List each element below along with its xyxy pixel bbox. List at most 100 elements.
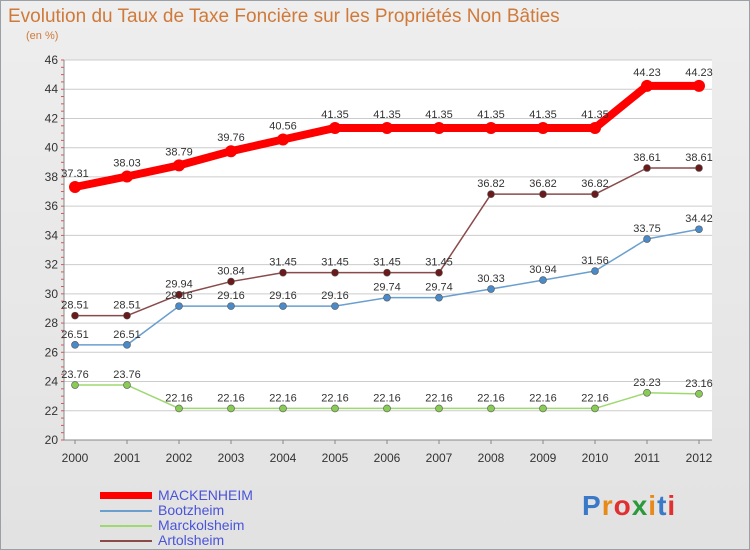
legend-label: Bootzheim xyxy=(158,502,225,518)
x-tick-label: 2004 xyxy=(270,451,297,465)
data-point xyxy=(383,293,391,302)
x-tick-label: 2009 xyxy=(530,451,557,465)
data-point xyxy=(695,225,703,234)
data-label: 41.35 xyxy=(477,109,505,121)
data-label: 36.82 xyxy=(581,178,609,190)
data-label: 28.51 xyxy=(61,300,89,312)
x-tick-label: 2008 xyxy=(478,451,505,465)
data-point xyxy=(331,268,339,277)
legend-item: Marckolsheim xyxy=(100,518,253,533)
chart-title: Evolution du Taux de Taxe Foncière sur l… xyxy=(8,6,560,27)
data-label: 41.35 xyxy=(373,109,401,121)
data-point xyxy=(537,121,549,134)
data-point xyxy=(383,268,391,277)
legend-swatch xyxy=(100,509,152,512)
data-point xyxy=(227,277,235,286)
data-label: 30.84 xyxy=(217,266,245,278)
data-point xyxy=(225,145,237,158)
data-point xyxy=(329,121,341,134)
logo-letter: o xyxy=(613,490,632,521)
data-point xyxy=(433,121,445,134)
data-point xyxy=(279,268,287,277)
y-tick-label: 40 xyxy=(45,141,59,155)
data-point xyxy=(381,121,393,134)
data-point xyxy=(643,164,651,172)
data-label: 41.35 xyxy=(581,109,609,121)
data-label: 44.23 xyxy=(633,67,661,79)
data-label: 22.16 xyxy=(529,392,557,404)
legend-item: Artolsheim xyxy=(100,533,253,548)
data-point xyxy=(435,293,443,302)
data-label: 23.76 xyxy=(61,369,89,381)
series-markers xyxy=(69,79,705,413)
data-label: 38.61 xyxy=(633,152,661,164)
data-point xyxy=(279,404,287,413)
y-tick-label: 38 xyxy=(45,170,59,184)
x-tick-label: 2001 xyxy=(114,451,141,465)
legend-label: Marckolsheim xyxy=(158,517,245,533)
data-label: 40.56 xyxy=(269,121,297,133)
data-point xyxy=(123,341,131,349)
y-tick-label: 24 xyxy=(45,375,59,389)
legend-swatch xyxy=(100,539,152,542)
data-point xyxy=(71,311,79,320)
x-tick-label: 2012 xyxy=(686,451,713,465)
data-point xyxy=(539,276,547,284)
data-label: 34.42 xyxy=(685,213,713,225)
data-label: 31.45 xyxy=(373,257,401,269)
data-label: 23.23 xyxy=(633,377,661,389)
x-tick-label: 2011 xyxy=(634,451,660,465)
chart-subtitle: (en %) xyxy=(26,30,59,42)
data-label: 31.56 xyxy=(581,255,609,267)
data-point xyxy=(227,404,235,413)
logo-letter: i xyxy=(667,490,677,521)
legend-swatch xyxy=(100,524,152,527)
logo-letter: P xyxy=(582,490,602,521)
data-label: 38.79 xyxy=(165,146,193,158)
axes xyxy=(61,59,712,444)
x-tick-label: 2006 xyxy=(374,451,401,465)
data-label: 30.33 xyxy=(477,273,505,285)
data-label: 22.16 xyxy=(581,392,609,404)
data-point xyxy=(123,381,131,389)
y-tick-label: 46 xyxy=(45,53,59,67)
legend-label: Artolsheim xyxy=(158,532,225,548)
data-point xyxy=(121,170,133,183)
data-label: 23.16 xyxy=(685,378,713,390)
data-label: 38.61 xyxy=(685,152,713,164)
data-point xyxy=(71,381,79,389)
data-label: 30.94 xyxy=(529,264,557,276)
data-label: 36.82 xyxy=(529,178,557,190)
data-label: 29.74 xyxy=(425,282,453,294)
data-point xyxy=(693,79,705,92)
data-label: 26.51 xyxy=(61,329,89,341)
data-label: 29.74 xyxy=(373,282,401,294)
data-point xyxy=(539,190,547,198)
data-label: 39.76 xyxy=(217,132,245,144)
data-point xyxy=(123,311,131,320)
data-label: 31.45 xyxy=(321,257,349,269)
data-label: 29.16 xyxy=(165,290,193,302)
data-point xyxy=(695,390,703,398)
x-tick-label: 2010 xyxy=(582,451,609,465)
data-point xyxy=(539,404,547,413)
data-label: 22.16 xyxy=(373,392,401,404)
data-label: 29.94 xyxy=(165,279,193,291)
data-label: 37.31 xyxy=(61,168,89,180)
data-label: 22.16 xyxy=(425,392,453,404)
data-point xyxy=(173,159,185,172)
y-tick-label: 22 xyxy=(45,404,59,418)
data-point xyxy=(641,79,653,92)
data-point xyxy=(591,267,599,275)
y-tick-label: 44 xyxy=(45,82,59,96)
x-tick-label: 2000 xyxy=(62,451,89,465)
legend-label: MACKENHEIM xyxy=(158,487,253,503)
legend: MACKENHEIM Bootzheim Marckolsheim Artolshei… xyxy=(100,488,253,548)
y-tick-label: 32 xyxy=(45,258,59,272)
x-tick-label: 2002 xyxy=(166,451,193,465)
data-point xyxy=(591,404,599,413)
data-label: 22.16 xyxy=(321,392,349,404)
data-point xyxy=(175,404,183,413)
legend-item: Bootzheim xyxy=(100,503,253,518)
